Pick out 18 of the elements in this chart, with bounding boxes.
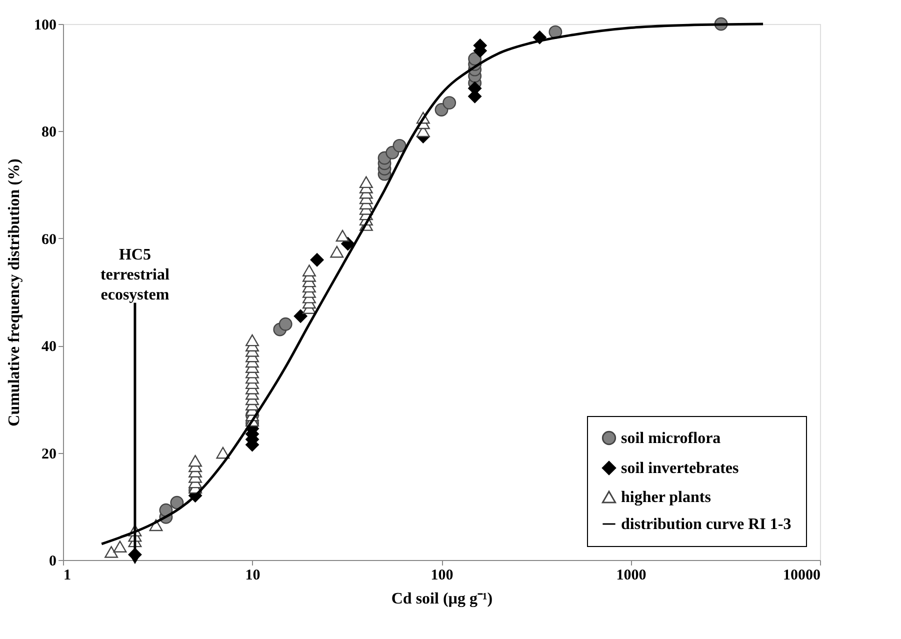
x-axis-title: Cd soil (µg g⁻¹) (391, 590, 493, 608)
y-tick-label: 60 (42, 232, 56, 248)
x-tick-label: 100 (430, 568, 454, 584)
legend-label: distribution curve RI 1-3 (621, 516, 792, 533)
y-tick-label: 20 (42, 446, 56, 462)
legend-label: soil microflora (621, 430, 721, 447)
x-tick-label: 10000 (783, 568, 820, 584)
x-tick-label: 10 (245, 568, 260, 584)
y-axis-title: Cumulative frequency distribution (%) (6, 158, 23, 426)
x-tick-label: 1 (64, 568, 71, 584)
y-tick-label: 0 (49, 554, 56, 570)
y-tick-label: 80 (42, 124, 56, 141)
x-tick-label: 1000 (616, 568, 646, 584)
annotation: HC5 terrestrial ecosystem (100, 246, 170, 304)
y-tick-label: 100 (34, 18, 56, 34)
legend-label: higher plants (621, 489, 711, 506)
legend-label: soil invertebrates (621, 460, 739, 477)
y-tick-label: 40 (42, 339, 56, 356)
